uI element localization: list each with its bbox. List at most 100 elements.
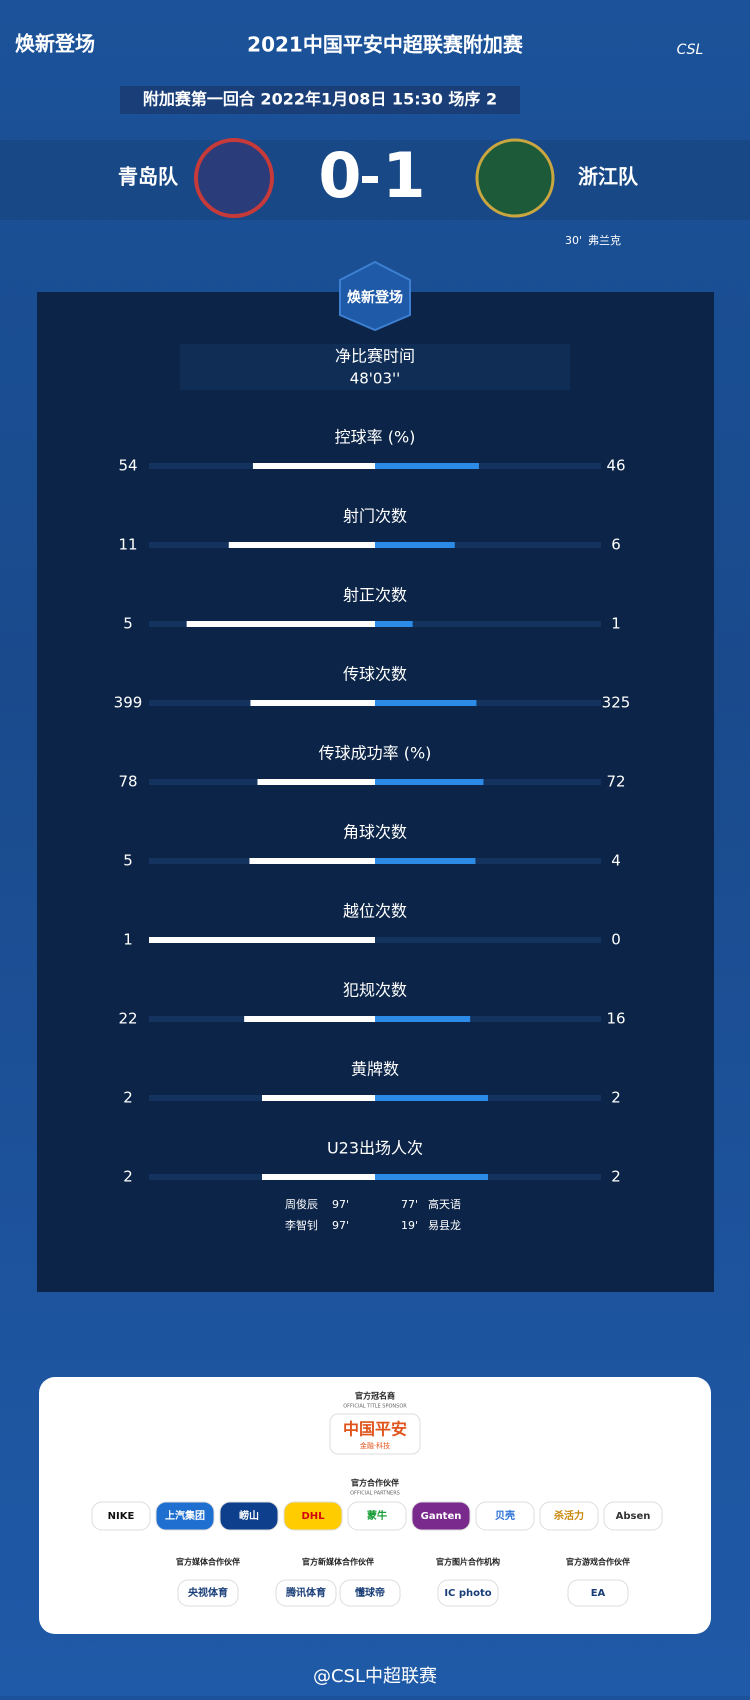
time-label: 净比赛时间 <box>335 347 415 366</box>
title-logo-box <box>329 1413 421 1455</box>
partner-logo <box>283 1501 343 1531</box>
home-value: 54 <box>118 457 137 475</box>
title-sponsor-sub: 金融·科技 <box>360 1441 390 1450</box>
sponsor-label-en: OFFICIAL TITLE SPONSOR <box>343 1404 407 1410</box>
group-logo-name: IC photo <box>444 1588 491 1599</box>
home-value: 2 <box>123 1089 133 1107</box>
away-value: 2 <box>611 1168 621 1186</box>
home-bar <box>257 779 375 785</box>
group-logo-name: EA <box>591 1588 606 1599</box>
away-bar <box>375 542 455 548</box>
partner-logo <box>539 1501 599 1531</box>
group-label: 官方新媒体合作伙伴 <box>302 1557 374 1567</box>
group-label: 官方图片合作机构 <box>436 1557 500 1567</box>
stat-label: U23出场人次 <box>327 1139 423 1158</box>
home-bar <box>228 542 375 548</box>
away-value: 325 <box>602 694 631 712</box>
footer: @CSL中超联赛 <box>313 1666 437 1687</box>
u23-away-name: 易县龙 <box>428 1219 461 1232</box>
home-bar <box>249 858 375 864</box>
away-bar <box>375 463 479 469</box>
away-bar <box>375 858 476 864</box>
partners-label: 官方合作伙伴 <box>351 1478 399 1488</box>
stat-label: 射正次数 <box>343 586 407 605</box>
logo: 焕新登场 <box>15 32 95 56</box>
home-value: 11 <box>118 536 137 554</box>
league-mark: CSL <box>677 42 704 58</box>
away-value: 16 <box>606 1010 625 1028</box>
partner-name: 上汽集团 <box>165 1509 205 1522</box>
home-bar <box>186 621 375 627</box>
group-logo-name: 腾讯体育 <box>285 1586 326 1599</box>
stat-label: 传球次数 <box>343 665 407 684</box>
panel-badge-shape <box>339 260 411 332</box>
partners-label-en: OFFICIAL PARTNERS <box>350 1491 400 1497</box>
group-label: 官方游戏合作伙伴 <box>566 1557 630 1567</box>
partner-logo <box>475 1501 535 1531</box>
stat-label: 越位次数 <box>343 902 407 921</box>
score-dash <box>362 176 378 183</box>
u23-away-name: 高天语 <box>428 1197 461 1211</box>
scorer-minute: 30' <box>565 234 582 247</box>
partner-logo <box>155 1501 215 1531</box>
u23-home-minute: 97' <box>332 1219 349 1232</box>
partner-name: NIKE <box>108 1511 135 1522</box>
info-bar <box>120 86 520 114</box>
title: 2021中国平安中超联赛附加赛 <box>247 33 524 57</box>
home-value: 5 <box>123 852 133 870</box>
partner-logo <box>411 1501 471 1531</box>
home-value: 78 <box>118 773 137 791</box>
u23-away-minute: 77' <box>401 1198 418 1211</box>
partner-name: 贝壳 <box>495 1509 515 1522</box>
home-bar <box>262 1174 375 1180</box>
time-box <box>180 344 570 390</box>
home-value: 22 <box>118 1010 137 1028</box>
home-score: 0 <box>318 139 361 212</box>
stat-label: 犯规次数 <box>343 981 407 1000</box>
away-crest <box>475 138 555 218</box>
away-team: 浙江队 <box>578 165 639 189</box>
u23-away-minute: 19' <box>401 1219 418 1232</box>
partner-name: 杀活力 <box>554 1509 584 1522</box>
group-logo <box>275 1579 337 1607</box>
home-crest <box>194 138 274 218</box>
stat-label: 黄牌数 <box>351 1060 399 1079</box>
u23-home-name: 周俊辰 <box>285 1197 318 1211</box>
u23-home-minute: 97' <box>332 1198 349 1211</box>
home-value: 399 <box>114 694 143 712</box>
away-bar <box>375 700 477 706</box>
home-team: 青岛队 <box>118 165 179 189</box>
away-value: 1 <box>611 615 621 633</box>
partner-name: Ganten <box>421 1511 462 1522</box>
away-bar <box>375 621 413 627</box>
sponsor-label: 官方冠名商 <box>355 1391 395 1401</box>
stat-label: 传球成功率 (%) <box>319 744 432 763</box>
partner-logo <box>91 1501 151 1531</box>
group-label: 官方媒体合作伙伴 <box>176 1557 240 1567</box>
home-value: 2 <box>123 1168 133 1186</box>
home-value: 5 <box>123 615 133 633</box>
away-value: 72 <box>606 773 625 791</box>
title-sponsor: 中国平安 <box>343 1420 407 1439</box>
partner-logo <box>347 1501 407 1531</box>
group-logo-name: 懂球帝 <box>355 1586 385 1599</box>
home-bar <box>250 700 375 706</box>
group-logo <box>567 1579 629 1607</box>
group-logo-name: 央视体育 <box>188 1586 228 1599</box>
group-logo <box>437 1579 499 1607</box>
group-logo <box>177 1579 239 1607</box>
away-score: 1 <box>382 139 425 212</box>
stat-label: 角球次数 <box>343 823 407 842</box>
home-bar <box>262 1095 375 1101</box>
away-bar <box>375 1174 488 1180</box>
partner-name: 蒙牛 <box>367 1509 387 1522</box>
away-bar <box>375 779 484 785</box>
panel-badge: 焕新登场 <box>347 289 403 306</box>
partner-name: Absen <box>616 1511 651 1522</box>
away-value: 0 <box>611 931 621 949</box>
group-logo <box>339 1579 401 1607</box>
home-bar <box>252 463 375 469</box>
